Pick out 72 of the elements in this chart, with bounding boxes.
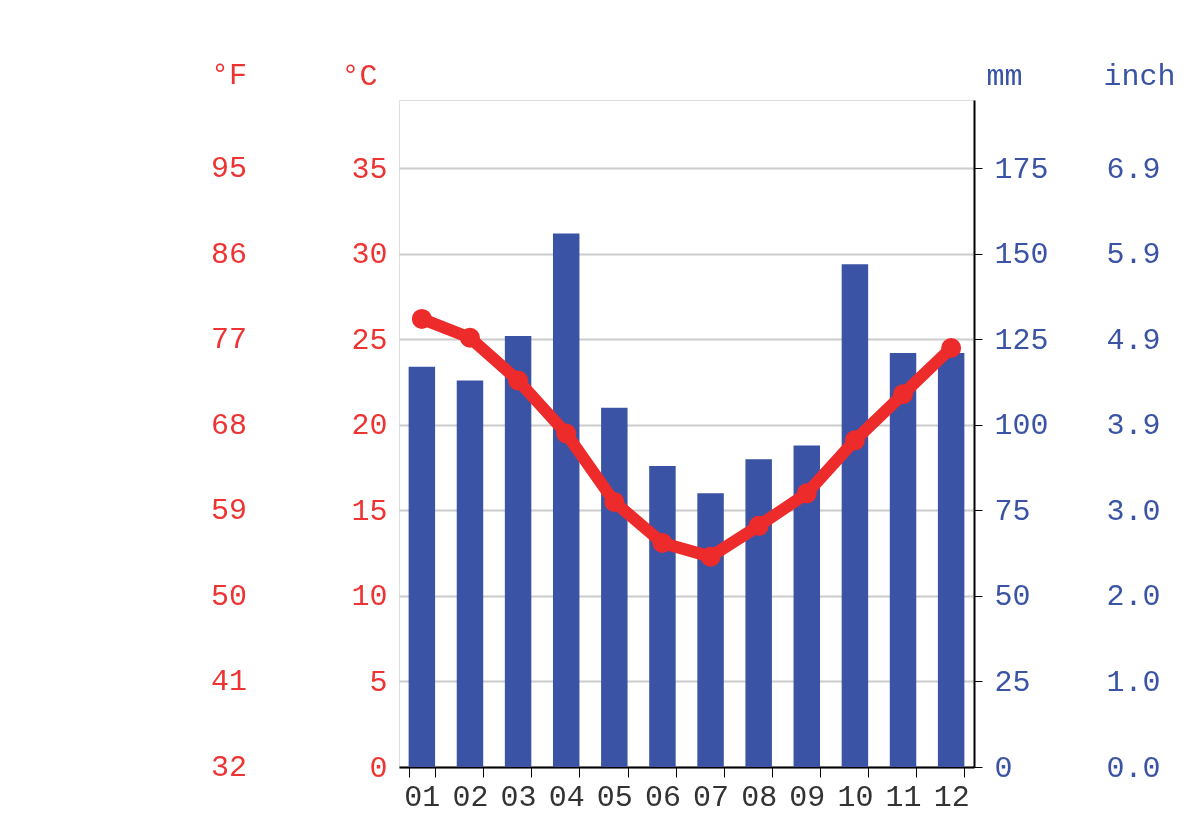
y2-tick-label: 25 [994,665,1031,700]
y2-tick-label: 125 [994,323,1049,358]
y-tick-label: 15 [351,494,388,529]
x-tick-label: 04 [548,780,585,815]
x-tick-label: 01 [404,780,441,815]
y-axis-title: °C [341,59,378,94]
point [796,483,817,504]
text: 68 [210,408,248,443]
y-tick-label: 25 [351,323,388,358]
point [700,546,721,567]
bar [745,459,772,767]
bar [552,233,580,767]
text: 41 [210,665,248,700]
bar [841,264,869,767]
text: 59 [210,494,248,529]
point [748,515,769,536]
x-tick-label: 07 [693,780,730,815]
y-tick-label: 0 [369,751,388,786]
y2-tick-label: 150 [994,238,1049,273]
bar [504,336,532,767]
y3-tick-label: 0.0 [1106,751,1161,786]
x-tick-label: 02 [452,780,489,815]
point [459,327,480,348]
x-tick-label: 12 [933,780,970,815]
point [941,338,962,358]
y3-tick-label: 3.0 [1106,494,1161,529]
point [508,370,529,391]
y3-tick-label: 6.9 [1106,152,1161,187]
y3-tick-label: 3.9 [1106,409,1161,444]
x-tick-label: 08 [741,780,778,815]
bar [937,353,965,767]
point [411,308,432,329]
point [652,532,673,553]
point [844,430,865,451]
bar [889,353,917,767]
y3-axis-title: inch [1103,59,1176,94]
y-tick-label: 35 [351,152,388,187]
text: °F [210,59,248,93]
y2-tick-label: 75 [994,494,1031,529]
bar [697,493,724,767]
y3-tick-label: 4.9 [1106,323,1161,358]
bar [649,465,676,767]
text: 32 [210,751,248,785]
point [556,423,577,444]
y3-tick-label: 5.9 [1106,238,1161,273]
x-tick-label: 09 [789,780,826,815]
text: 95 [210,152,248,187]
y2-tick-label: 50 [994,580,1031,615]
y2-tick-label: 0 [994,751,1013,786]
y2-tick-label: 100 [994,409,1049,444]
bar [601,407,628,767]
y2-axis-title: mm [986,59,1023,94]
y-tick-label: 5 [369,665,388,700]
y3-tick-label: 2.0 [1106,580,1161,615]
point [604,491,625,512]
x-tick-label: 11 [885,780,922,815]
text: 86 [210,237,248,272]
x-tick-label: 05 [596,780,633,815]
y-tick-label: 30 [351,238,388,273]
bar [408,366,436,767]
x-tick-label: 10 [837,780,874,815]
point [893,384,914,405]
x-tick-label: 03 [500,780,537,815]
bar [793,445,821,767]
y-tick-label: 20 [351,409,388,444]
text: 50 [210,579,248,614]
y2-tick-label: 175 [994,152,1049,187]
x-tick-label: 06 [644,780,681,815]
y-tick-label: 10 [351,580,388,615]
y3-tick-label: 1.0 [1106,666,1161,701]
bar [456,380,484,767]
text: 77 [210,323,248,358]
